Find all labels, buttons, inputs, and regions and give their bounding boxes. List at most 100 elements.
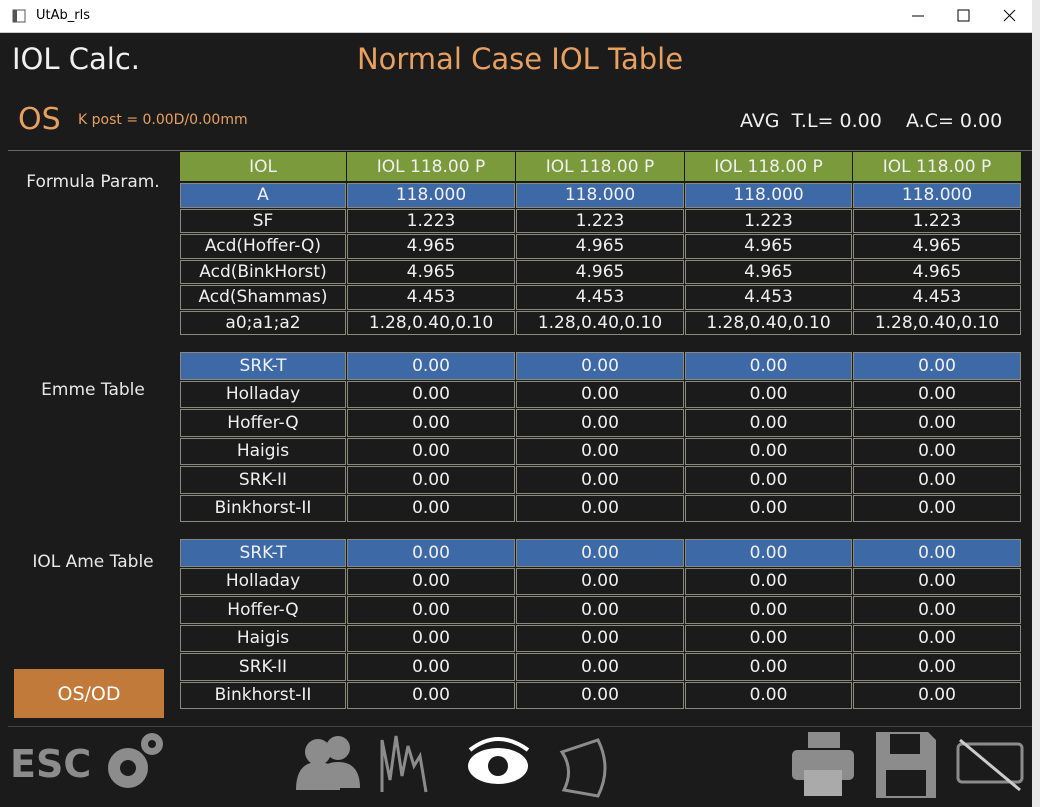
table-cell: Binkhorst-II <box>180 494 346 522</box>
table-cell: 0.00 <box>853 466 1021 494</box>
table-cell: 0.00 <box>685 539 852 567</box>
table-cell: Acd(BinkHorst) <box>180 259 346 284</box>
table-cell: 4.965 <box>853 259 1021 284</box>
avg-tl: AVG T.L= 0.00 <box>740 110 882 132</box>
table-cell: 0.00 <box>853 539 1021 567</box>
table-cell: 118.000 <box>516 183 684 208</box>
table-cell: 0.00 <box>516 681 684 709</box>
table-cell: 0.00 <box>347 352 515 380</box>
table-cell: 0.00 <box>853 624 1021 652</box>
table-cell: 1.223 <box>853 208 1021 233</box>
table-cell: 0.00 <box>516 466 684 494</box>
lens-icon[interactable] <box>559 738 607 798</box>
table-cell: 4.965 <box>685 234 852 259</box>
table-cell: 0.00 <box>685 352 852 380</box>
table-cell: 0.00 <box>347 409 515 437</box>
table-cell: 4.453 <box>853 285 1021 310</box>
table-cell: 0.00 <box>516 653 684 681</box>
table-cell: 0.00 <box>516 409 684 437</box>
window-title: UtAb_rls <box>36 8 90 23</box>
table-cell: 4.965 <box>347 234 515 259</box>
section-label: Emme Table <box>41 380 145 400</box>
table-cell: 0.00 <box>516 437 684 465</box>
eye-icon[interactable] <box>468 737 530 784</box>
eye-label: OS <box>18 102 61 137</box>
table-cell: SRK-II <box>180 653 346 681</box>
table-cell: 1.28,0.40,0.10 <box>347 310 515 335</box>
table-cell: 0.00 <box>853 352 1021 380</box>
ac-value: A.C= 0.00 <box>906 110 1003 132</box>
table-cell: 4.965 <box>685 259 852 284</box>
table-cell: 0.00 <box>685 409 852 437</box>
table-cell: 1.223 <box>347 208 515 233</box>
table-cell: 4.965 <box>853 234 1021 259</box>
table-cell: Haigis <box>180 624 346 652</box>
table-cell: 0.00 <box>685 624 852 652</box>
table-cell: 0.00 <box>516 494 684 522</box>
app-icon <box>12 9 26 23</box>
table-cell: 1.223 <box>685 208 852 233</box>
waveform-icon[interactable] <box>380 735 428 793</box>
table-cell: 0.00 <box>347 494 515 522</box>
table-cell: 4.965 <box>516 259 684 284</box>
app-name: IOL Calc. <box>12 42 140 76</box>
keyboard-icon[interactable] <box>956 738 1024 792</box>
window-controls[interactable] <box>900 0 1032 32</box>
table-cell: 0.00 <box>685 494 852 522</box>
table-cell: 118.000 <box>347 183 515 208</box>
k-post: K post = 0.00D/0.00mm <box>78 112 248 128</box>
table-cell: SRK-T <box>180 539 346 567</box>
title-bar: UtAb_rls <box>0 0 1032 33</box>
table-cell: 1.28,0.40,0.10 <box>853 310 1021 335</box>
table-header-cell: IOL <box>180 152 346 181</box>
save-icon[interactable] <box>876 732 936 798</box>
toolbar-icons <box>108 732 1024 798</box>
table-cell: 0.00 <box>853 494 1021 522</box>
table-cell: Binkhorst-II <box>180 681 346 709</box>
table-cell: 0.00 <box>853 596 1021 624</box>
table-cell: 1.28,0.40,0.10 <box>685 310 852 335</box>
table-cell: 0.00 <box>685 437 852 465</box>
table-cell: 4.453 <box>685 285 852 310</box>
table-cell: a0;a1;a2 <box>180 310 346 335</box>
table-cell: 0.00 <box>347 567 515 595</box>
table-cell: Hoffer-Q <box>180 596 346 624</box>
table-cell: 0.00 <box>347 466 515 494</box>
table-cell: 4.965 <box>347 259 515 284</box>
table-cell: Holladay <box>180 380 346 408</box>
table-cell: 118.000 <box>853 183 1021 208</box>
esc-button[interactable]: ESC <box>10 742 92 786</box>
table-cell: 0.00 <box>853 380 1021 408</box>
table-cell: 0.00 <box>347 681 515 709</box>
divider <box>8 150 1032 151</box>
table-cell: SRK-T <box>180 352 346 380</box>
table-cell: 0.00 <box>516 352 684 380</box>
print-icon[interactable] <box>792 732 854 796</box>
table-cell: 0.00 <box>685 681 852 709</box>
table-cell: 0.00 <box>853 437 1021 465</box>
settings-icon[interactable] <box>108 733 163 788</box>
table-cell: Acd(Hoffer-Q) <box>180 234 346 259</box>
table-cell: 4.965 <box>516 234 684 259</box>
table-cell: 0.00 <box>853 653 1021 681</box>
table-header-cell: IOL 118.00 P <box>685 152 852 181</box>
table-cell: 0.00 <box>347 380 515 408</box>
table-cell: 0.00 <box>347 624 515 652</box>
table-cell: Haigis <box>180 437 346 465</box>
table-cell: 0.00 <box>516 539 684 567</box>
table-cell: 4.453 <box>347 285 515 310</box>
patients-icon[interactable] <box>296 736 360 790</box>
table-cell: SRK-II <box>180 466 346 494</box>
os-od-button[interactable]: OS/OD <box>14 669 164 718</box>
table-cell: Holladay <box>180 567 346 595</box>
table-cell: 0.00 <box>685 380 852 408</box>
table-cell: 0.00 <box>516 380 684 408</box>
table-cell: 0.00 <box>347 539 515 567</box>
table-cell: 0.00 <box>516 624 684 652</box>
table-cell: 1.28,0.40,0.10 <box>516 310 684 335</box>
section-label: Formula Param. <box>26 172 160 192</box>
table-cell: 0.00 <box>516 567 684 595</box>
table-cell: 118.000 <box>685 183 852 208</box>
